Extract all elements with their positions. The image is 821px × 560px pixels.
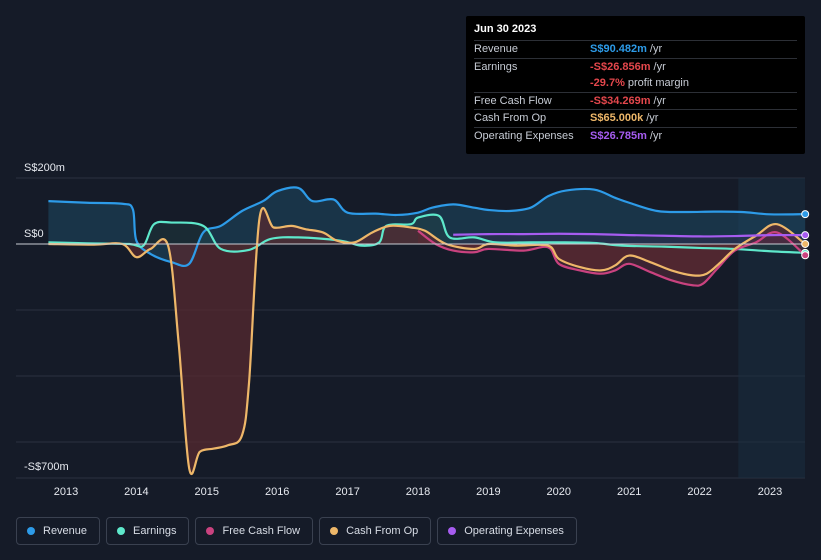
- tooltip-row: Free Cash Flow -S$34.269m/yr: [474, 91, 797, 110]
- series-lines: [48, 186, 806, 476]
- x-tick-label: 2020: [547, 486, 571, 498]
- tooltip-row-value: -29.7%: [590, 77, 625, 90]
- series-end-markers: [801, 210, 810, 260]
- x-tick-label: 2014: [124, 486, 148, 498]
- tooltip-row-unit: /yr: [649, 43, 663, 56]
- grid-lines: [16, 177, 805, 479]
- tooltip-row: -29.7% profit margin: [474, 75, 797, 92]
- legend-dot-icon: [206, 527, 215, 535]
- tooltip-row-value: -S$26.856m: [590, 60, 651, 73]
- legend-item-free-cash-flow[interactable]: Free Cash Flow: [195, 517, 314, 545]
- x-axis-labels: 2013 2014 2015 2016 2017 2018 2019 2020 2021 2022…: [54, 486, 782, 498]
- legend-dot-icon: [448, 527, 457, 535]
- x-tick-label: 2016: [265, 486, 289, 498]
- x-tick-label: 2023: [758, 486, 782, 498]
- x-tick-label: 2018: [406, 486, 430, 498]
- tooltip-row: Revenue S$90.482m/yr: [474, 40, 797, 58]
- y-tick-label: S$200m: [24, 162, 65, 174]
- legend-dot-icon: [27, 527, 35, 535]
- tooltip-row-value: S$26.785m: [590, 129, 647, 142]
- tooltip-row-label: Operating Expenses: [474, 129, 574, 142]
- legend-item-cash-from-op[interactable]: Cash From Op: [319, 517, 432, 545]
- tooltip-row: Operating Expenses S$26.785m/yr: [474, 126, 797, 145]
- earnings-line: [48, 213, 806, 254]
- tooltip-row-unit: /yr: [653, 60, 666, 73]
- tooltip-row-value: S$90.482m: [590, 43, 647, 56]
- legend-label: Earnings: [133, 525, 177, 537]
- legend-label: Free Cash Flow: [222, 525, 301, 537]
- cash-from-op-area: [48, 207, 806, 475]
- tooltip-row-unit: /yr: [649, 129, 663, 142]
- tooltip-row-unit: /yr: [653, 94, 666, 107]
- revenue-end-marker: [801, 210, 810, 219]
- x-tick-label: 2019: [476, 486, 500, 498]
- x-tick-label: 2021: [617, 486, 641, 498]
- legend-dot-icon: [330, 527, 339, 535]
- legend-label: Cash From Op: [346, 525, 419, 537]
- tooltip-row-value: -S$34.269m: [590, 94, 651, 107]
- operating-expenses-end-marker: [801, 231, 810, 240]
- legend-label: Revenue: [43, 525, 88, 537]
- y-tick-label: S$0: [24, 228, 44, 240]
- data-tooltip: Jun 30 2023 Revenue S$90.482m/yr Earnings -…: [466, 16, 805, 154]
- legend-item-earnings[interactable]: Earnings: [106, 517, 190, 545]
- x-tick-label: 2015: [195, 486, 219, 498]
- legend-item-operating-expenses[interactable]: Operating Expenses: [437, 517, 577, 545]
- tooltip-row-label: Cash From Op: [474, 112, 547, 125]
- x-tick-label: 2017: [335, 486, 359, 498]
- y-tick-label: -S$700m: [24, 461, 69, 473]
- series-fills: [48, 187, 806, 475]
- revenue-area: [48, 187, 806, 266]
- tooltip-row-unit: profit margin: [627, 77, 689, 90]
- tooltip-row-label: Revenue: [474, 43, 519, 56]
- chart-legend: Revenue Earnings Free Cash Flow Cash From O…: [16, 517, 577, 545]
- tooltip-row: Earnings -S$26.856m/yr: [474, 57, 797, 76]
- tooltip-date: Jun 30 2023: [474, 23, 537, 35]
- tooltip-rows: Revenue S$90.482m/yr Earnings -S$26.856m/yr…: [474, 40, 797, 144]
- free-cash-flow-line: [417, 229, 806, 287]
- legend-label: Operating Expenses: [464, 525, 564, 537]
- tooltip-row-label: Free Cash Flow: [474, 94, 552, 107]
- x-tick-label: 2013: [54, 486, 78, 498]
- legend-item-revenue[interactable]: Revenue: [16, 517, 101, 545]
- x-tick-label: 2022: [687, 486, 711, 498]
- operating-expenses-line: [453, 232, 806, 238]
- tooltip-row-label: Earnings: [474, 60, 518, 73]
- free-cash-flow-end-marker: [801, 251, 810, 260]
- tooltip-row: Cash From Op S$65.000k/yr: [474, 109, 797, 127]
- cash-from-op-end-marker: [801, 239, 810, 248]
- tooltip-row-unit: /yr: [646, 112, 659, 125]
- cash-from-op-line: [48, 207, 806, 476]
- y-axis-labels: S$200m S$0 -S$700m: [24, 162, 69, 473]
- tooltip-row-value: S$65.000k: [590, 112, 644, 125]
- legend-dot-icon: [117, 527, 126, 535]
